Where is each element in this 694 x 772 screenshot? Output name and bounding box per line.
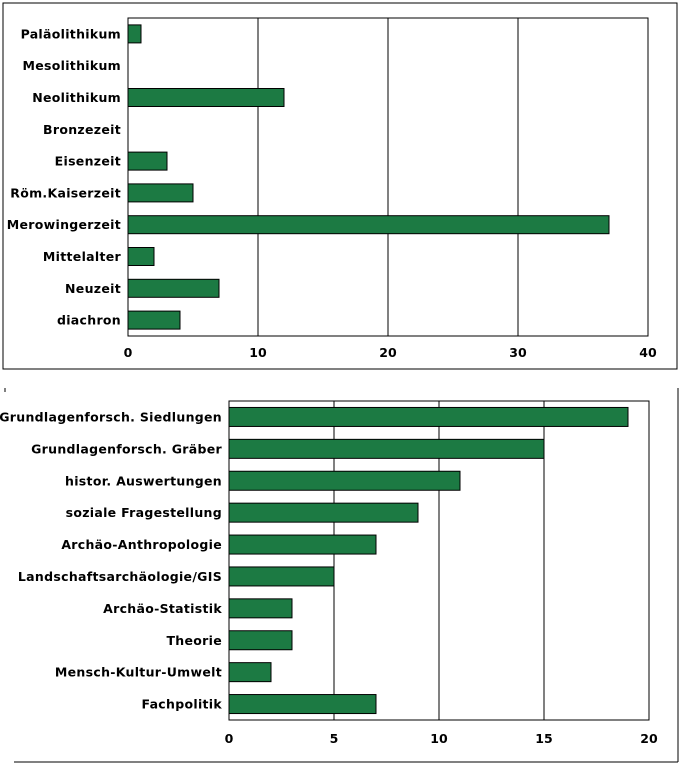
period-bar [127,247,155,266]
period-bar [127,151,168,171]
topic-bar [228,406,629,427]
topic-bar [228,470,461,491]
topic-bar [228,534,377,555]
chart-topics-svg: Grundlagenforsch. Siedlungen Grundlagenfo… [0,388,679,763]
topic-bar [228,694,377,715]
topic-category-label: Mensch-Kultur-Umwelt [55,665,222,680]
x-tick-label: 5 [330,731,339,746]
topic-category-label: histor. Auswertungen [65,473,222,488]
period-category-label: Bronzezeit [43,122,121,137]
topic-bar [228,502,419,523]
topic-category-label: Fachpolitik [141,697,222,712]
x-tick-label: 40 [639,345,657,360]
period-bar [127,278,220,298]
topic-bar [228,566,335,587]
period-category-label: Neuzeit [65,281,121,296]
x-tick-label: 0 [124,345,133,360]
period-bar [127,183,194,203]
topic-category-label: Grundlagenforsch. Gräber [31,441,222,456]
plot-area [228,400,650,721]
period-category-label: Paläolithikum [21,26,121,41]
period-category-label: Merowingerzeit [7,217,121,232]
topic-bar [228,630,293,651]
topic-category-label: Archäo-Anthropologie [61,537,222,552]
period-category-label: Röm.Kaiserzeit [10,185,121,200]
period-category-label: Eisenzeit [55,154,121,169]
period-bar [127,88,285,107]
x-tick-label: 20 [640,731,658,746]
x-tick-label: 15 [535,731,552,746]
x-tick-label: 30 [509,345,527,360]
topic-bar [228,438,545,459]
period-category-label: Neolithikum [32,90,121,105]
topic-category-label: soziale Fragestellung [66,505,222,520]
chart-frame [2,2,678,370]
topic-category-label: Archäo-Statistik [103,601,222,616]
chart-topics: Grundlagenforsch. Siedlungen Grundlagenfo… [0,388,694,772]
chart-periods: Paläolithikum Mesolithikum Neolithikum Bron… [0,0,694,376]
topic-category-label: Landschaftsarchäologie/GIS [18,569,222,584]
period-category-label: Mesolithikum [22,58,121,73]
topic-bar [228,598,293,619]
period-category-label: Mittelalter [43,249,122,264]
topic-category-label: Grundlagenforsch. Siedlungen [0,409,222,424]
chart-periods-svg: Paläolithikum Mesolithikum Neolithikum Bron… [2,2,678,370]
period-bar [127,215,610,235]
topic-category-label: Theorie [166,633,222,648]
x-tick-label: 0 [225,731,234,746]
period-bar [127,310,181,330]
period-bar [127,24,142,44]
plot-area [127,17,649,337]
x-tick-label: 20 [379,345,397,360]
period-category-label: diachron [57,313,121,328]
x-tick-label: 10 [430,731,448,746]
topic-bar [228,662,272,683]
x-tick-label: 10 [249,345,267,360]
